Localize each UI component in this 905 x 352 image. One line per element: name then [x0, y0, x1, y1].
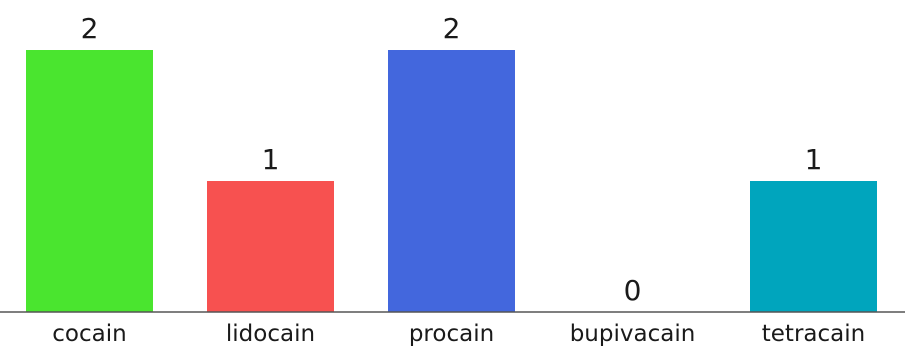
- bars-group: [26, 50, 877, 312]
- x-tick-labels-group: cocain lidocain procain bupivacain tetracain: [52, 321, 865, 347]
- x-tick-label-procain: procain: [409, 321, 494, 347]
- value-label-cocain: 2: [81, 12, 99, 45]
- x-tick-label-bupivacain: bupivacain: [570, 321, 696, 347]
- bar-procain: [388, 50, 515, 312]
- value-label-bupivacain: 0: [624, 274, 642, 307]
- x-tick-label-lidocain: lidocain: [226, 321, 315, 347]
- x-tick-label-tetracain: tetracain: [762, 321, 865, 347]
- value-labels-group: 2 1 2 0 1: [81, 12, 823, 307]
- value-label-tetracain: 1: [805, 143, 823, 176]
- x-tick-label-cocain: cocain: [52, 321, 126, 347]
- bar-cocain: [26, 50, 153, 312]
- value-label-lidocain: 1: [262, 143, 280, 176]
- value-label-procain: 2: [443, 12, 461, 45]
- bar-tetracain: [750, 181, 877, 312]
- bar-lidocain: [207, 181, 334, 312]
